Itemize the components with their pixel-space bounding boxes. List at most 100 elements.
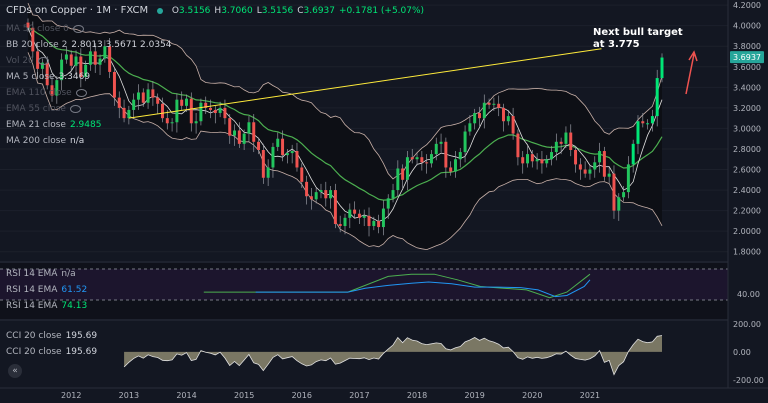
candle-body [593,162,597,170]
indicator-label: EMA 21 close [6,120,66,130]
symbol-title[interactable]: CFDs on Copper · 1M · FXCM [6,5,149,16]
candlestick-series[interactable] [26,18,664,237]
candle-body [170,122,174,124]
candle-body [74,56,78,66]
time-tick-label: 2012 [61,391,81,400]
candle-body [502,107,505,122]
indicator-label: Vol 20 [6,56,34,66]
target-arrow[interactable] [685,50,698,95]
hidden-eye-icon[interactable] [75,88,87,97]
target-annotation: Next bull target at 3.775 [593,27,683,51]
price-tick-label: 2.4000 [733,186,761,195]
candle-body [213,109,217,114]
price-tick-label: 2.8000 [733,145,761,154]
indicator-row[interactable]: MA 200 close n/a [6,135,84,147]
candle-body [641,121,645,124]
candle-body [434,143,438,155]
candle-body [650,116,654,124]
candle-body [559,141,563,144]
candle-body [36,51,40,69]
time-tick-label: 2021 [580,391,600,400]
time-axis[interactable]: 2012 2013 2014 2015 2016 2017 2018 2019 2020 2021 [61,391,600,400]
candle-body [50,85,54,96]
candle-body [463,131,467,153]
price-tick-label: 3.0000 [733,124,761,133]
candle-body [540,159,544,164]
hidden-eye-icon[interactable] [72,24,84,33]
indicator-row[interactable]: EMA 21 close 2.9485 [6,119,101,131]
ohlc-readout: O3.5156 H3.7060 L3.5156 C3.6937 +0.1781 (+5.… [172,6,428,16]
candle-body [247,122,251,134]
candle-body [477,113,481,119]
scroll-to-start-button[interactable]: « [8,364,22,378]
candle-body [309,196,313,200]
indicator-row[interactable]: EMA 55 close [6,103,81,115]
cci-fill-path [124,335,663,375]
indicator-value: 2.8013 3.5671 2.0354 [71,40,172,50]
candle-body [324,190,328,199]
cci-legend-value: 195.69 [65,331,98,341]
hidden-eye-icon[interactable] [37,56,49,65]
candle-body [141,92,145,103]
rsi-legend-value: n/a [61,269,76,279]
cci-area [123,335,663,376]
rsi-legend-row[interactable]: RSI 14 EMA 74.13 [6,300,87,312]
rsi-axis-tick: 40.00 [737,290,760,299]
candle-body [122,107,126,119]
candle-body [180,99,184,106]
cci-legend-row[interactable]: CCI 20 close 195.69 [6,330,97,342]
candle-body [151,89,155,98]
candle-body [588,169,592,174]
ohlc-value: 3.5156 [178,6,211,16]
indicator-row[interactable]: MA 5 close 3.3469 [6,71,90,83]
time-tick-label: 2013 [119,391,139,400]
candle-body [165,118,169,124]
candle-body [233,130,237,136]
candle-body [189,98,193,124]
candle-body [343,217,347,227]
time-tick-label: 2014 [176,391,196,400]
candle-body [199,102,203,122]
rsi-line-blue [255,279,591,298]
candle-body [228,118,232,136]
rsi-legend-row[interactable]: RSI 14 EMA 61.52 [6,284,87,296]
candle-body [271,146,275,168]
candle-body [482,102,486,119]
candle-body [103,46,107,59]
price-tick-label: 3.4000 [733,83,761,92]
ohlc-value: 3.5156 [261,6,294,16]
indicator-row[interactable]: Vol 20 [6,55,49,67]
candle-body [160,103,164,119]
resistance-trendline[interactable] [128,48,602,119]
candle-body [617,197,621,211]
price-tick-label: 2.6000 [733,166,761,175]
candle-body [218,107,222,114]
cci-legend-row[interactable]: CCI 20 close 195.69 [6,346,97,358]
ohlc-value: 3.6937 [303,6,336,16]
time-tick-label: 2017 [349,391,369,400]
candle-body [112,71,116,98]
indicator-row[interactable]: BB 20 close 2 2.8013 3.5671 2.0354 [6,39,172,51]
candle-body [574,150,578,165]
candle-body [622,192,626,198]
ohlc-item: +0.1781 (+5.07%) [339,6,424,16]
candle-body [545,159,549,164]
rsi-legend-row[interactable]: RSI 14 EMA n/a [6,268,76,280]
candle-body [401,168,405,180]
cci-axis-tick: -200.00 [733,376,764,385]
candle-body [204,102,208,108]
ohlc-item: L3.5156 [257,6,294,16]
indicator-row[interactable]: EMA 110 close [6,87,87,99]
indicator-row[interactable]: MA 50 close 0 [6,23,84,35]
candle-body [223,107,227,119]
price-tick-label: 2.0000 [733,227,761,236]
candle-body [194,121,198,124]
ohlc-value: 3.7060 [221,6,253,16]
rsi-legend-value: 74.13 [61,301,88,311]
candle-body [156,97,160,104]
candle-body [636,121,640,144]
hidden-eye-icon[interactable] [69,104,81,113]
candle-body [391,190,395,199]
time-tick-label: 2018 [407,391,427,400]
